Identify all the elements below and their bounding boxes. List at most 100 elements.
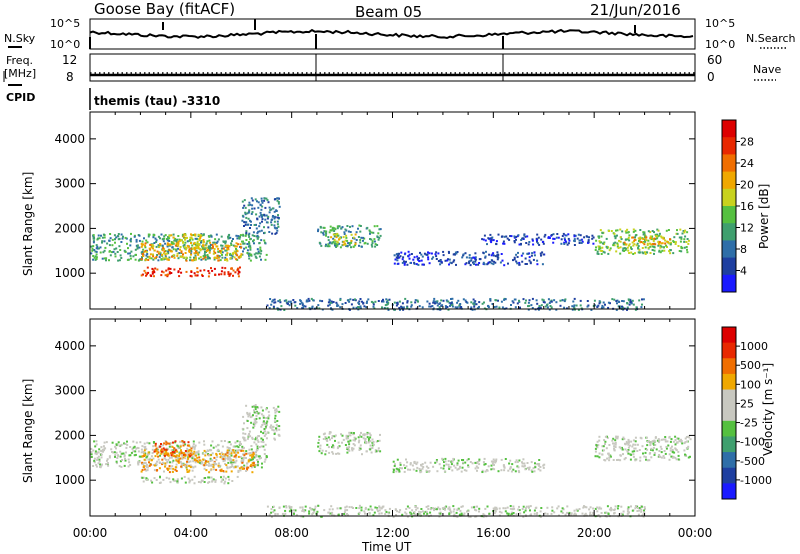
power-cell xyxy=(257,230,260,233)
velocity-cell xyxy=(95,443,98,446)
velocity-cell xyxy=(530,513,533,516)
power-cell xyxy=(355,306,358,309)
power-cell xyxy=(637,247,640,250)
velocity-cell xyxy=(211,440,214,443)
power-cell xyxy=(436,304,439,307)
velocity-cell xyxy=(627,446,630,449)
velocity-cell xyxy=(478,507,481,510)
velocity-cell xyxy=(626,512,629,515)
velocity-cell xyxy=(642,452,644,455)
colorbar-tick-label: 1000 xyxy=(740,340,768,353)
power-cell xyxy=(148,247,151,250)
power-cell xyxy=(246,252,249,254)
power-cell xyxy=(189,238,191,241)
noise-tick-low-left: 10^0 xyxy=(50,38,80,51)
velocity-cell xyxy=(516,465,519,468)
power-cell xyxy=(185,270,188,273)
power-cell xyxy=(157,244,160,247)
velocity-cell xyxy=(521,462,524,465)
power-cell xyxy=(126,258,129,261)
power-cell xyxy=(665,229,668,232)
velocity-cell xyxy=(337,513,340,516)
power-cell xyxy=(305,300,308,303)
velocity-cell xyxy=(646,459,649,462)
velocity-cell xyxy=(96,456,99,459)
power-cell xyxy=(453,259,456,262)
power-cell xyxy=(503,298,506,301)
velocity-cell xyxy=(327,446,330,449)
velocity-cell xyxy=(573,509,576,512)
velocity-cell xyxy=(379,450,382,453)
power-cell xyxy=(236,250,239,253)
power-cell xyxy=(127,247,129,250)
velocity-cell xyxy=(616,459,618,461)
velocity-cell xyxy=(611,439,614,442)
velocity-cell xyxy=(163,470,165,473)
velocity-cell xyxy=(127,465,130,468)
power-cell xyxy=(573,235,576,238)
velocity-cell xyxy=(167,454,170,457)
velocity-cell xyxy=(194,452,197,455)
power-cell xyxy=(159,237,161,240)
power-cell xyxy=(410,253,413,255)
velocity-cell xyxy=(160,452,163,455)
velocity-cell xyxy=(238,449,241,452)
velocity-cell xyxy=(448,467,451,470)
power-cell xyxy=(253,224,256,226)
velocity-cell xyxy=(578,508,581,510)
velocity-cell xyxy=(193,454,196,457)
velocity-cell xyxy=(196,456,199,459)
velocity-cell xyxy=(141,461,144,464)
velocity-cell xyxy=(146,469,149,472)
power-cell xyxy=(374,300,377,303)
velocity-cell xyxy=(237,455,240,458)
power-cell xyxy=(485,250,487,253)
velocity-cell xyxy=(275,427,277,430)
velocity-cell xyxy=(181,457,184,460)
power-cell xyxy=(205,247,208,250)
velocity-cell xyxy=(418,467,421,470)
velocity-cell xyxy=(509,505,512,507)
velocity-cell xyxy=(220,440,223,443)
power-cell xyxy=(198,243,200,246)
power-cell xyxy=(344,239,347,242)
velocity-cell xyxy=(475,509,478,512)
power-cell xyxy=(426,253,429,256)
power-cell xyxy=(255,256,258,259)
power-cell xyxy=(557,236,560,239)
power-cell xyxy=(135,240,138,243)
velocity-cell xyxy=(415,463,418,466)
velocity-cell xyxy=(600,507,603,510)
power-cell xyxy=(120,257,123,259)
power-cell xyxy=(261,205,264,208)
velocity-cell xyxy=(324,453,327,456)
power-cell xyxy=(168,271,171,274)
power-cell xyxy=(330,307,332,310)
power-cell xyxy=(597,245,600,248)
power-cell xyxy=(144,242,147,245)
velocity-cell xyxy=(94,450,97,453)
power-cell xyxy=(402,256,405,259)
power-cell xyxy=(514,306,517,309)
velocity-cell xyxy=(148,461,150,464)
power-cell xyxy=(333,227,336,230)
nave-tick-low: 0 xyxy=(707,70,715,84)
power-cell xyxy=(211,269,214,272)
velocity-cell xyxy=(269,426,272,429)
velocity-cell xyxy=(255,451,257,454)
velocity-cell xyxy=(619,454,622,457)
velocity-cell xyxy=(358,439,361,442)
power-cell xyxy=(191,238,194,241)
power-cell xyxy=(336,305,339,307)
velocity-cell xyxy=(474,467,477,470)
power-cell xyxy=(338,238,340,241)
velocity-cell xyxy=(533,509,536,512)
velocity-cell xyxy=(274,409,277,412)
velocity-cell xyxy=(686,440,689,443)
power-cell xyxy=(451,297,454,300)
power-cell xyxy=(421,255,424,258)
power-cell xyxy=(669,238,671,241)
velocity-cell xyxy=(594,455,597,458)
power-cell xyxy=(185,246,188,249)
velocity-cell xyxy=(218,466,221,468)
